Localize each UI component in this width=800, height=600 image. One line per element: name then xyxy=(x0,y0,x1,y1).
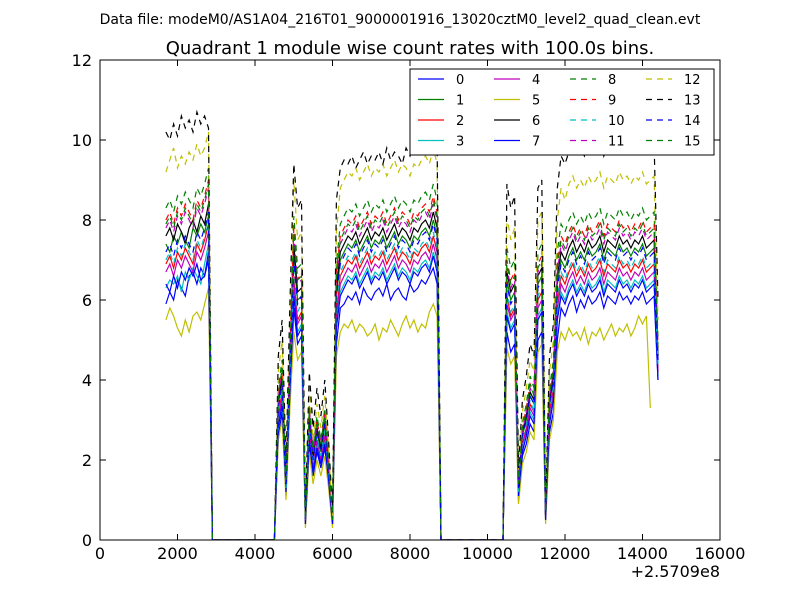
legend-label-8: 8 xyxy=(608,73,616,88)
series-line-14 xyxy=(165,211,659,540)
legend-label-13: 13 xyxy=(684,94,701,109)
plot-area xyxy=(165,109,659,540)
y-tick-label: 12 xyxy=(72,51,92,70)
legend-label-14: 14 xyxy=(684,114,701,129)
y-tick-label: 4 xyxy=(82,371,92,390)
legend-label-12: 12 xyxy=(684,73,701,88)
series-line-3 xyxy=(165,243,659,540)
data-file-suptitle: Data file: modeM0/AS1A04_216T01_90000019… xyxy=(100,12,701,28)
legend-label-6: 6 xyxy=(532,114,540,129)
series-line-5 xyxy=(165,287,651,540)
series-line-6 xyxy=(165,203,659,540)
legend-label-3: 3 xyxy=(456,135,464,150)
x-tick-label: 10000 xyxy=(462,544,513,563)
x-tick-label: 0 xyxy=(95,544,105,563)
x-tick-label: 16000 xyxy=(695,544,746,563)
series-line-8 xyxy=(165,167,659,540)
x-tick-label: 12000 xyxy=(540,544,591,563)
series-line-13 xyxy=(165,109,659,540)
series-line-12 xyxy=(165,131,659,540)
legend-label-1: 1 xyxy=(456,94,464,109)
series-line-11 xyxy=(165,187,659,540)
series-line-4 xyxy=(165,231,659,540)
chart-title: Quadrant 1 module wise count rates with … xyxy=(166,38,655,59)
legend-label-2: 2 xyxy=(456,114,464,129)
x-tick-label: 2000 xyxy=(157,544,198,563)
series-line-1 xyxy=(165,215,659,540)
x-tick-label: 14000 xyxy=(617,544,668,563)
legend-label-15: 15 xyxy=(684,135,701,150)
x-tick-label: 8000 xyxy=(390,544,431,563)
legend-label-5: 5 xyxy=(532,94,540,109)
x-tick-label: 4000 xyxy=(235,544,276,563)
legend-label-0: 0 xyxy=(456,73,464,88)
legend-label-4: 4 xyxy=(532,73,540,88)
y-tick-label: 2 xyxy=(82,451,92,470)
axis-ticks: 0 2000 4000 6000 8000 10000 12000 14000 16000 0 2 4… xyxy=(72,51,746,563)
axes-frame xyxy=(99,59,721,541)
series-line-2 xyxy=(165,223,659,540)
series-line-0 xyxy=(165,251,659,540)
y-tick-label: 10 xyxy=(72,131,92,150)
legend-label-11: 11 xyxy=(608,135,625,150)
legend-frame xyxy=(409,68,715,156)
x-offset-label: +2.5709e8 xyxy=(631,562,720,581)
series-line-7 xyxy=(165,255,659,540)
series-line-15 xyxy=(165,183,659,540)
legend-label-10: 10 xyxy=(608,114,625,129)
y-tick-label: 6 xyxy=(82,291,92,310)
y-tick-label: 0 xyxy=(82,531,92,550)
legend-label-7: 7 xyxy=(532,135,540,150)
series-line-10 xyxy=(165,219,659,540)
x-tick-label: 6000 xyxy=(312,544,353,563)
y-tick-label: 8 xyxy=(82,211,92,230)
legend-label-9: 9 xyxy=(608,94,616,109)
